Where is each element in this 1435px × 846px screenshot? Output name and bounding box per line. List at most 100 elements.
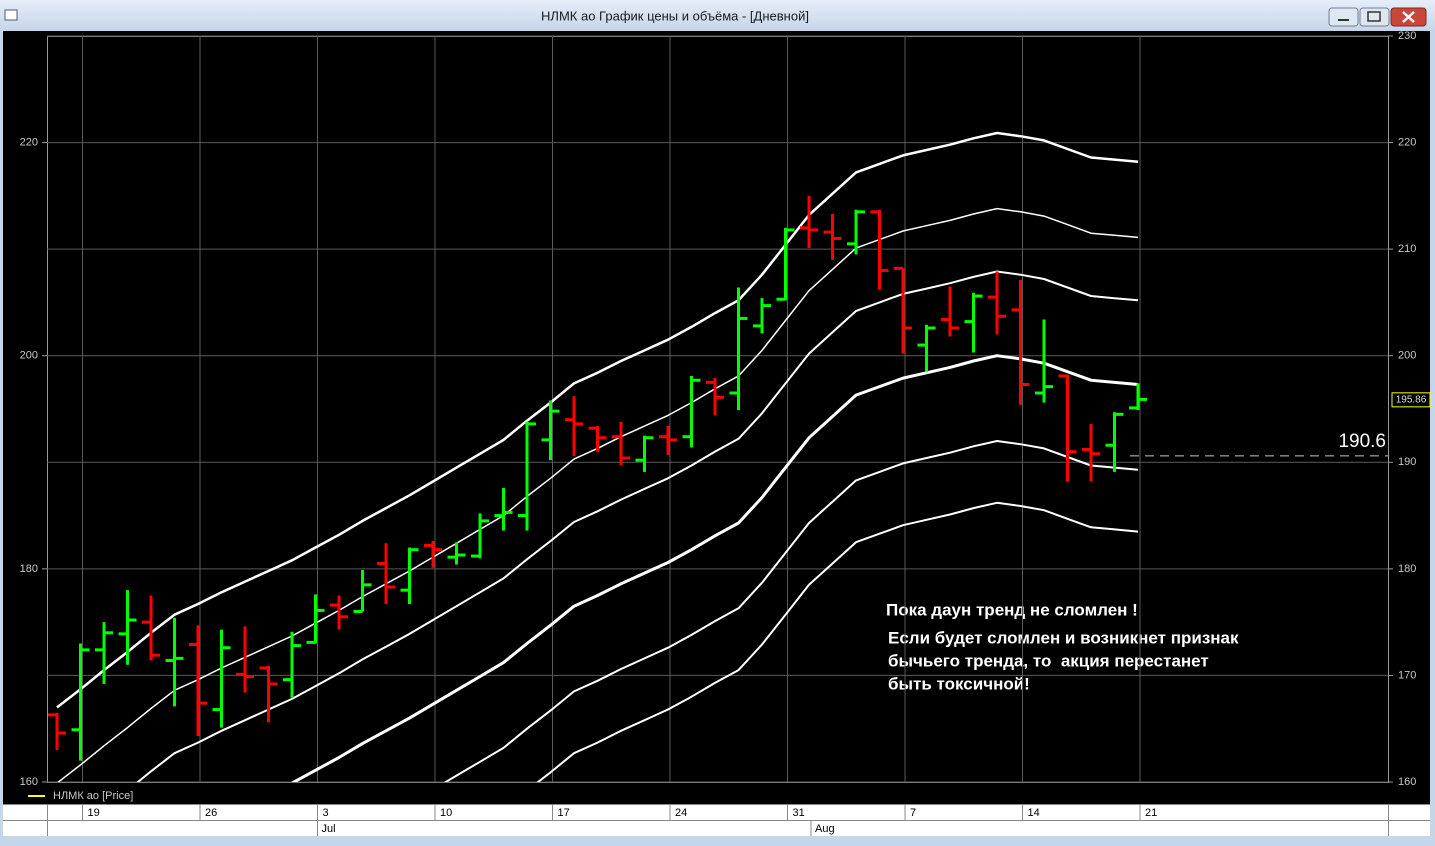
ohlc-bar bbox=[236, 626, 254, 693]
y-tick-label: 220 bbox=[1398, 136, 1416, 148]
ohlc-bar bbox=[988, 271, 1006, 335]
ohlc-bar bbox=[682, 375, 701, 448]
ohlc-bar bbox=[753, 298, 771, 334]
annotation: Если будет сломлен и возникнет признак bbox=[888, 628, 1239, 647]
x-tick-label: 3 bbox=[323, 807, 329, 819]
left-y-tick-label: 200 bbox=[20, 350, 38, 362]
annotation: Пока даун тренд не сломлен ! bbox=[886, 600, 1138, 619]
ohlc-bar bbox=[447, 542, 466, 565]
level-label: 190.6 bbox=[1338, 431, 1386, 452]
y-tick-label: 160 bbox=[1398, 776, 1416, 788]
annotation: бычьего тренда, то акция перестанет bbox=[888, 651, 1209, 670]
ohlc-bar bbox=[1011, 280, 1030, 405]
ohlc-bar bbox=[776, 227, 795, 301]
left-y-tick-label: 180 bbox=[20, 563, 38, 575]
ohlc-bar bbox=[917, 324, 936, 372]
y-tick-label: 170 bbox=[1398, 669, 1416, 681]
close-icon bbox=[1402, 11, 1415, 23]
band-line bbox=[136, 270, 1139, 782]
ohlc-bar bbox=[518, 421, 536, 531]
ohlc-bar bbox=[212, 629, 231, 728]
ohlc-bar bbox=[189, 625, 207, 737]
ohlc-bar bbox=[377, 543, 395, 605]
left-y-tick-label: 160 bbox=[20, 776, 38, 788]
ohlc-bar bbox=[823, 213, 842, 260]
ohlc-bar bbox=[894, 266, 912, 354]
maximize-icon bbox=[1367, 11, 1381, 22]
ohlc-bar bbox=[165, 617, 184, 707]
window-icon[interactable] bbox=[4, 9, 18, 21]
ohlc-bar bbox=[588, 426, 607, 452]
ohlc-bar bbox=[306, 594, 325, 644]
ohlc-bar bbox=[1129, 383, 1147, 411]
ohlc-bar bbox=[330, 595, 348, 630]
annotation: быть токсичной! bbox=[888, 674, 1030, 693]
ohlc-bar bbox=[424, 541, 442, 568]
minimize-button[interactable] bbox=[1328, 7, 1359, 27]
last-price-box bbox=[1391, 392, 1431, 408]
window-border-right bbox=[1430, 31, 1435, 846]
window-border-left bbox=[0, 31, 3, 846]
ohlc-bar bbox=[283, 631, 301, 698]
x-tick-label: 14 bbox=[1028, 807, 1040, 819]
x-tick-label: 31 bbox=[793, 807, 805, 819]
band-line bbox=[536, 501, 1139, 782]
window-title: НЛМК ао График цены и объёма - [Дневной] bbox=[541, 8, 809, 23]
y-tick-label: 210 bbox=[1398, 243, 1416, 255]
x-tick-label: 7 bbox=[910, 807, 916, 819]
y-tick-label: 190 bbox=[1398, 456, 1416, 468]
y-tick-label: 180 bbox=[1398, 563, 1416, 575]
y-tick-label: 200 bbox=[1398, 350, 1416, 362]
band-line bbox=[290, 354, 1139, 782]
x-tick-label: 24 bbox=[675, 807, 687, 819]
legend-label: НЛМК ао [Price] bbox=[53, 790, 133, 802]
ohlc-bar bbox=[612, 421, 630, 466]
ohlc-bar bbox=[941, 286, 959, 337]
ohlc-bar bbox=[1082, 423, 1100, 482]
ohlc-bar bbox=[541, 400, 560, 461]
ohlc-bar bbox=[1058, 374, 1077, 482]
ohlc-bar bbox=[259, 665, 278, 723]
ohlc-bar bbox=[635, 435, 654, 472]
ohlc-bar bbox=[800, 195, 818, 249]
month-label: Jul bbox=[322, 823, 336, 835]
ohlc-bar bbox=[118, 590, 137, 665]
ohlc-bar bbox=[659, 426, 677, 455]
month-label: Aug bbox=[815, 823, 835, 835]
x-tick-label: 10 bbox=[440, 807, 452, 819]
ohlc-bar bbox=[471, 513, 489, 559]
x-tick-label: 26 bbox=[205, 807, 217, 819]
ohlc-bar bbox=[565, 396, 583, 456]
plot-area bbox=[48, 131, 1147, 782]
ohlc-bar bbox=[729, 287, 748, 411]
last-price-label: 195.86 bbox=[1396, 394, 1427, 405]
title-bar bbox=[0, 0, 1435, 31]
ohlc-bar bbox=[95, 622, 113, 684]
x-tick-label: 17 bbox=[558, 807, 570, 819]
left-y-tick-label: 220 bbox=[20, 136, 38, 148]
ohlc-bar bbox=[142, 595, 160, 661]
ohlc-bar bbox=[1035, 319, 1053, 403]
ohlc-bar bbox=[71, 643, 90, 761]
ohlc-bar bbox=[494, 487, 513, 531]
window-buttons bbox=[1328, 7, 1427, 27]
ohlc-bar bbox=[353, 569, 372, 613]
y-tick-label: 230 bbox=[1398, 30, 1416, 42]
ohlc-bar bbox=[706, 378, 724, 416]
x-tick-label: 19 bbox=[88, 807, 100, 819]
band-line bbox=[443, 440, 1139, 782]
ohlc-bar bbox=[870, 209, 889, 290]
ohlc-bar bbox=[400, 547, 419, 605]
ohlc-bar bbox=[1105, 412, 1124, 472]
ohlc-bar bbox=[847, 209, 865, 255]
window-border-bottom bbox=[3, 836, 1430, 846]
band-line bbox=[56, 131, 1139, 709]
ohlc-bar bbox=[964, 292, 983, 353]
x-tick-label: 21 bbox=[1145, 807, 1157, 819]
maximize-button[interactable] bbox=[1359, 7, 1390, 27]
ohlc-bar bbox=[48, 712, 66, 751]
